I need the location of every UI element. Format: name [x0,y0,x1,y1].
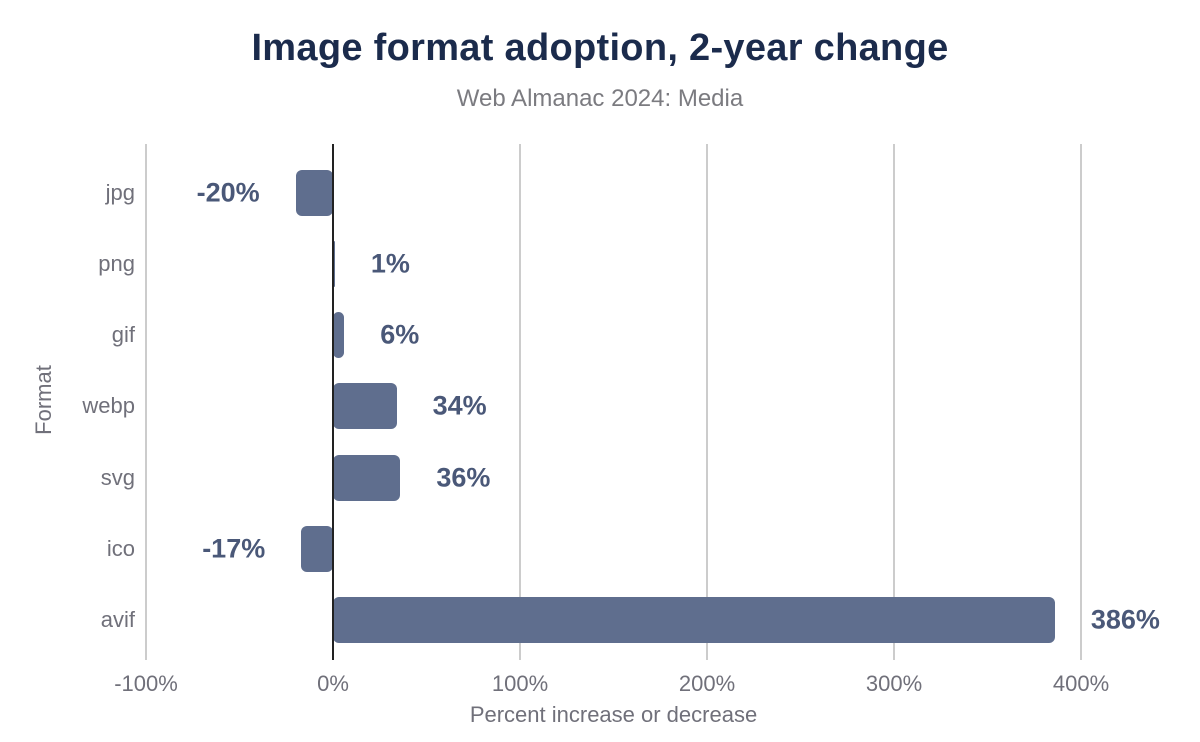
value-label-svg: 36% [436,462,491,492]
value-label-ico: -17% [202,533,266,564]
value-label-png: 1% [370,248,410,279]
gridline [706,144,708,660]
bar-jpg[interactable] [295,169,333,216]
value-label-webp: 34% [432,390,487,421]
x-axis-title: Percent increase or decrease [469,702,758,727]
category-label-ico: ico [106,535,135,561]
x-tick-label: 300% [865,671,923,696]
gridline [893,144,895,660]
bar-gif[interactable] [333,312,345,358]
x-tick-label: 400% [1052,671,1110,696]
category-label-jpg: jpg [105,179,135,205]
gridline [145,144,147,660]
value-label-jpg: -20% [196,177,260,207]
bar-svg[interactable] [333,454,401,501]
zero-axis-line [332,144,334,660]
value-label-avif: 386% [1090,604,1160,635]
x-tick-label: 200% [678,671,736,696]
value-label-gif: 6% [380,319,420,350]
chart-subtitle: Web Almanac 2024: Media [456,85,744,112]
category-label-avif: avif [100,607,135,632]
category-label-svg: svg [100,464,135,490]
x-tick-label: -100% [114,671,178,696]
category-label-gif: gif [111,322,135,347]
bar-avif[interactable] [333,597,1055,643]
category-label-png: png [98,250,135,276]
x-tick-label: 0% [317,671,349,696]
bar-webp[interactable] [333,383,397,430]
gridline [1080,144,1082,660]
category-label-webp: webp [82,393,135,419]
bar-ico[interactable] [301,525,333,572]
x-tick-label: 100% [491,671,549,696]
gridline [519,144,521,660]
chart-title: Image format adoption, 2-year change [251,27,949,69]
y-axis-title: Format [31,365,56,435]
